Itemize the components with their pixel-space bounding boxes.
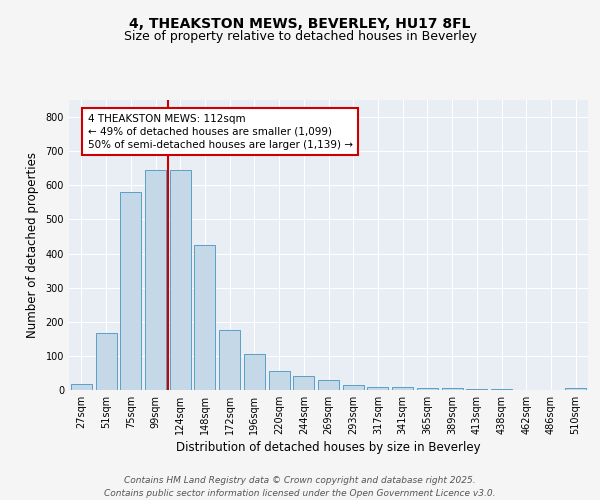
Bar <box>269 370 290 390</box>
Text: 4 THEAKSTON MEWS: 112sqm
← 49% of detached houses are smaller (1,099)
50% of sem: 4 THEAKSTON MEWS: 112sqm ← 49% of detach… <box>88 114 353 150</box>
X-axis label: Distribution of detached houses by size in Beverley: Distribution of detached houses by size … <box>176 441 481 454</box>
Bar <box>244 354 265 390</box>
Bar <box>219 330 240 390</box>
Bar <box>293 376 314 390</box>
Text: Contains HM Land Registry data © Crown copyright and database right 2025.
Contai: Contains HM Land Registry data © Crown c… <box>104 476 496 498</box>
Bar <box>466 389 487 390</box>
Bar <box>71 384 92 390</box>
Y-axis label: Number of detached properties: Number of detached properties <box>26 152 38 338</box>
Bar <box>392 388 413 390</box>
Bar <box>417 388 438 390</box>
Bar <box>442 388 463 390</box>
Bar <box>367 386 388 390</box>
Bar <box>565 388 586 390</box>
Text: 4, THEAKSTON MEWS, BEVERLEY, HU17 8FL: 4, THEAKSTON MEWS, BEVERLEY, HU17 8FL <box>129 18 471 32</box>
Bar <box>170 170 191 390</box>
Text: Size of property relative to detached houses in Beverley: Size of property relative to detached ho… <box>124 30 476 43</box>
Bar <box>145 170 166 390</box>
Bar <box>120 192 141 390</box>
Bar <box>95 332 116 390</box>
Bar <box>194 245 215 390</box>
Bar <box>343 385 364 390</box>
Bar <box>318 380 339 390</box>
